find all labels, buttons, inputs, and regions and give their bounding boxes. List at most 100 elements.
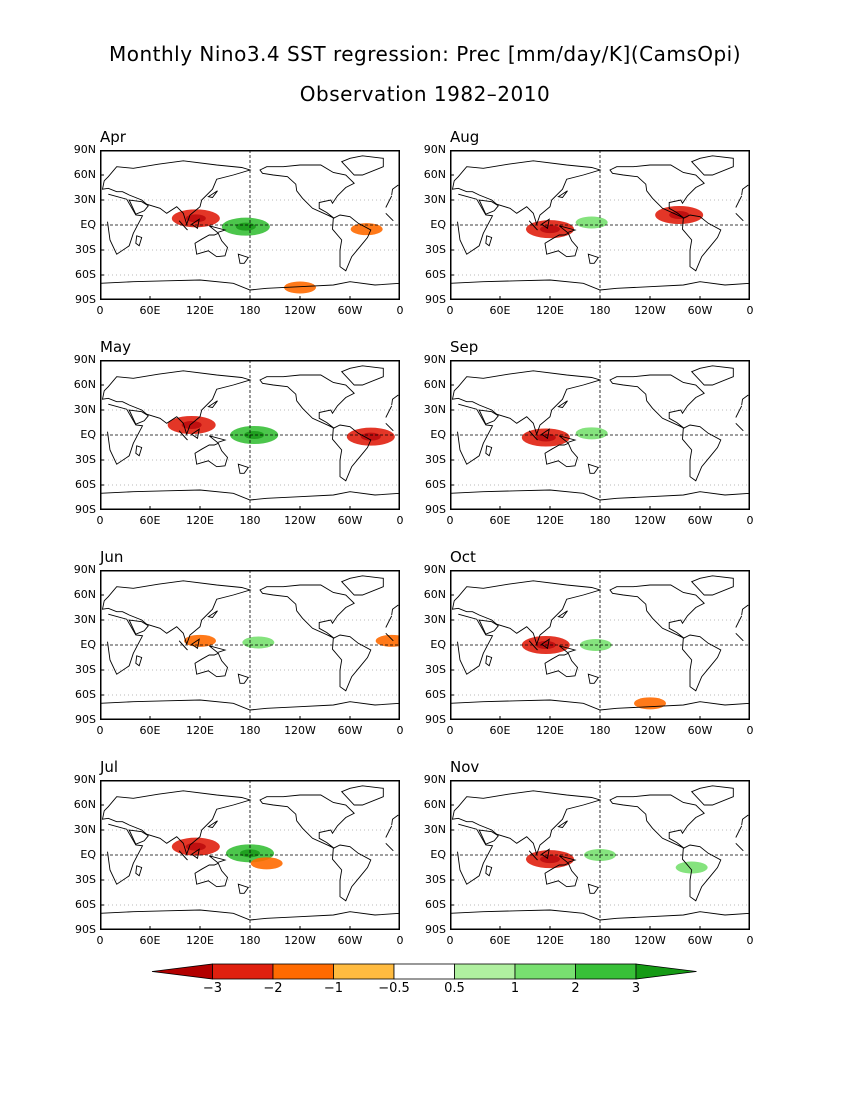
precip-anomaly-core <box>540 225 560 234</box>
x-tick-label: 60W <box>337 934 363 947</box>
coastline <box>194 232 229 258</box>
y-tick-label: 60N <box>73 798 96 811</box>
coastline <box>100 699 400 711</box>
coastline <box>540 218 550 230</box>
panel-label-oct: Oct <box>450 548 476 566</box>
coastline <box>101 370 399 436</box>
y-tick-label: 30N <box>423 403 446 416</box>
coastline <box>528 220 538 231</box>
x-tick-label: 60E <box>139 514 161 527</box>
colorbar-segment <box>393 963 455 980</box>
map-panel-aug <box>450 150 750 300</box>
x-tick-label: 180 <box>589 934 611 947</box>
colorbar-label: −3 <box>202 981 223 996</box>
x-tick-label: 0 <box>96 724 104 737</box>
coastline <box>100 909 400 921</box>
y-tick-label: 90N <box>73 143 96 156</box>
y-tick-label: 90S <box>425 713 446 726</box>
coastline <box>558 435 577 444</box>
x-tick-label: 120E <box>186 724 214 737</box>
coastline <box>485 865 493 877</box>
coastline <box>128 199 149 215</box>
y-tick-label: EQ <box>80 848 96 861</box>
y-tick-label: 30N <box>423 613 446 626</box>
y-tick-label: 90N <box>73 773 96 786</box>
precip-anomaly <box>284 281 316 294</box>
page-title: Monthly Nino3.4 SST regression: Prec [mm… <box>108 42 742 66</box>
x-tick-label: 60E <box>139 304 161 317</box>
x-tick-label: 180 <box>239 724 261 737</box>
coastline <box>340 155 384 176</box>
y-tick-label: 30S <box>425 873 446 886</box>
x-tick-label: 60E <box>139 934 161 947</box>
coastline <box>340 785 384 806</box>
x-tick-label: 0 <box>746 724 754 737</box>
colorbar-segment <box>212 963 274 980</box>
coastline <box>340 575 384 596</box>
precip-anomaly-core <box>669 211 690 219</box>
coastline <box>682 634 722 692</box>
coastline <box>558 645 577 654</box>
coastline <box>682 844 722 902</box>
coastline <box>237 673 250 684</box>
coastline <box>450 279 750 291</box>
y-tick-label: EQ <box>430 848 446 861</box>
coastline <box>207 820 218 828</box>
panel-label-aug: Aug <box>450 128 480 146</box>
coastline <box>207 400 218 408</box>
x-tick-label: 120E <box>536 304 564 317</box>
panel-label-jul: Jul <box>100 758 119 776</box>
coastline <box>190 848 200 860</box>
precip-anomaly <box>242 636 275 649</box>
coastline <box>107 193 394 255</box>
precip-anomaly-core <box>185 214 206 223</box>
coastline <box>540 638 550 650</box>
coastline <box>478 829 499 845</box>
coastline <box>485 445 493 457</box>
x-tick-label: 0 <box>96 514 104 527</box>
coastline <box>340 365 384 386</box>
coastline <box>544 232 579 258</box>
colorbar-label: 0.5 <box>444 981 465 996</box>
colorbar-segment <box>333 963 395 980</box>
coastline <box>332 424 372 482</box>
coastline <box>540 848 550 860</box>
y-tick-label: 60N <box>73 168 96 181</box>
y-tick-label: 60N <box>423 168 446 181</box>
coastline <box>587 883 600 894</box>
y-tick-label: 60N <box>423 588 446 601</box>
coastline <box>528 430 538 441</box>
coastline <box>587 463 600 474</box>
y-tick-label: 30N <box>73 613 96 626</box>
colorbar-label: 2 <box>571 981 580 996</box>
coastline <box>259 794 355 849</box>
coastline <box>451 580 749 646</box>
x-tick-label: 60W <box>337 304 363 317</box>
coastline <box>609 164 705 219</box>
y-tick-label: 60N <box>73 588 96 601</box>
y-tick-label: 30S <box>75 873 96 886</box>
x-tick-label: 120W <box>634 934 666 947</box>
coastline <box>478 619 499 635</box>
map-panel-oct <box>450 570 750 720</box>
y-tick-label: EQ <box>430 638 446 651</box>
coastline <box>178 430 188 441</box>
x-tick-label: 180 <box>239 514 261 527</box>
colorbar-label: −1 <box>323 981 344 996</box>
panel-label-apr: Apr <box>100 128 126 146</box>
x-tick-label: 120W <box>634 514 666 527</box>
coastline <box>190 218 200 230</box>
y-tick-label: 90N <box>73 563 96 576</box>
y-tick-label: EQ <box>80 428 96 441</box>
coastline <box>208 645 227 654</box>
coastline <box>332 634 372 692</box>
y-tick-label: 60N <box>423 798 446 811</box>
panel-label-jun: Jun <box>100 548 124 566</box>
y-tick-label: 60S <box>75 688 96 701</box>
y-tick-label: 60S <box>75 268 96 281</box>
precip-anomaly <box>675 861 708 874</box>
y-tick-label: 30N <box>73 193 96 206</box>
coastline <box>540 428 550 440</box>
coastline <box>557 820 568 828</box>
y-tick-label: 30S <box>75 243 96 256</box>
